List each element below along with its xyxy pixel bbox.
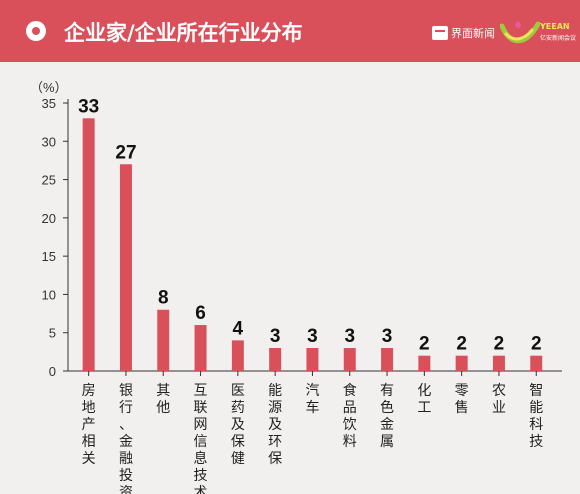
x-category-label: 银行、金融投资 (119, 383, 133, 494)
yeean-logo-text: YEEAN (540, 22, 570, 31)
bar (530, 355, 543, 371)
bar (455, 355, 468, 371)
bar-value-label: 6 (195, 303, 206, 324)
y-tick-label: 35 (42, 96, 56, 111)
jiemian-logo-text: 界面新闻 (451, 27, 495, 40)
bar-value-label: 3 (344, 326, 355, 347)
bar (231, 340, 244, 371)
bar (119, 164, 132, 371)
bar (418, 355, 431, 371)
jiemian-logo-icon (432, 26, 448, 40)
x-category-label: 智能科技 (529, 383, 543, 450)
bar-value-label: 3 (382, 326, 393, 347)
jiemian-logo: 界面新闻 (432, 25, 495, 41)
x-category-label: 汽车 (305, 383, 319, 416)
bar-value-label: 2 (419, 334, 430, 355)
x-category-label: 食品饮料 (343, 382, 357, 450)
bar-value-label: 27 (115, 142, 136, 163)
header-bar: 企业家/企业所在行业分布 界面新闻 YEEAN 亿安新闻会议 (0, 0, 580, 62)
y-axis-unit-label: （%） (30, 80, 68, 95)
x-category-label: 有色金属 (380, 383, 394, 450)
y-tick-label: 25 (42, 173, 56, 188)
x-category-label: 医药及保健 (231, 383, 245, 467)
y-tick-label: 15 (42, 249, 56, 264)
x-category-label: 互联网信息技术 (194, 383, 208, 494)
bar (381, 348, 394, 371)
bar (343, 348, 356, 371)
yeean-logo: YEEAN 亿安新闻会议 (499, 20, 576, 48)
bar (492, 355, 505, 371)
circle-bullet-icon (26, 21, 46, 41)
x-category-label: 房地产相关 (82, 383, 96, 467)
chart-title: 企业家/企业所在行业分布 (64, 21, 303, 45)
bar-value-label: 3 (307, 326, 318, 347)
bar-value-label: 2 (456, 334, 467, 355)
yeean-logo-subtext: 亿安新闻会议 (540, 35, 577, 42)
bar (306, 348, 319, 371)
bar (269, 348, 282, 371)
x-category-label: 农业 (492, 383, 506, 416)
y-tick-label: 5 (49, 326, 56, 341)
x-category-label: 其他 (156, 383, 170, 416)
y-tick-label: 10 (42, 287, 56, 302)
x-category-label: 零售 (455, 383, 469, 416)
bar-value-label: 33 (78, 96, 99, 117)
y-tick-label: 30 (42, 134, 56, 149)
bar (82, 118, 95, 371)
bar (194, 325, 207, 371)
y-tick-label: 20 (42, 211, 56, 226)
bar-value-label: 3 (270, 326, 281, 347)
yeean-logo-icon (499, 21, 541, 44)
bar-value-label: 2 (494, 334, 505, 355)
bar-value-label: 2 (531, 334, 542, 355)
bar (157, 309, 170, 371)
bar-value-label: 4 (233, 318, 244, 339)
x-category-label: 能源及环保 (268, 383, 282, 467)
bar-value-label: 8 (158, 288, 169, 309)
y-tick-label: 0 (49, 364, 56, 379)
x-category-label: 化工 (417, 383, 431, 416)
